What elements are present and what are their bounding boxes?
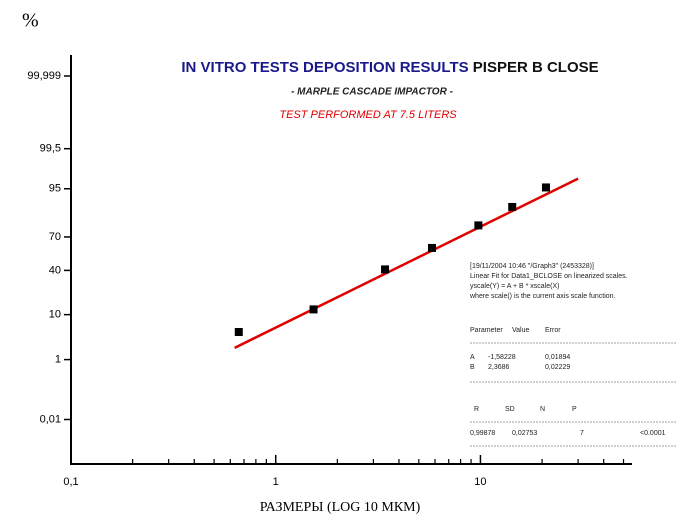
data-point bbox=[508, 202, 517, 211]
fit-cell: A bbox=[470, 354, 475, 361]
fit-box-rules bbox=[470, 342, 676, 447]
fit-header: Error bbox=[545, 327, 561, 334]
y-tick-label: 99,999 bbox=[27, 70, 61, 82]
x-tick-label: 10 bbox=[474, 476, 486, 488]
fit-cell: 7 bbox=[580, 430, 584, 437]
fit-cell: 0,02753 bbox=[512, 430, 537, 437]
fit-header: Parameter bbox=[470, 327, 503, 334]
fit-cell: 0,99878 bbox=[470, 430, 495, 437]
fit-cell: <0.0001 bbox=[640, 430, 666, 437]
subtitle: - MARPLE CASCADE IMPACTOR - bbox=[291, 87, 454, 98]
fit-cell: -1,58228 bbox=[488, 354, 516, 361]
fit-line bbox=[234, 177, 579, 349]
data-point bbox=[381, 265, 390, 274]
fit-annotation: yscale(Y) = A + B * xscale(X) bbox=[470, 283, 559, 290]
y-tick-label: 0,01 bbox=[40, 413, 61, 425]
data-point bbox=[428, 243, 437, 252]
y-tick-label: 40 bbox=[49, 264, 61, 276]
x-tick-label: 0,1 bbox=[63, 476, 78, 488]
fit-cell: B bbox=[470, 364, 475, 371]
fit-header: R bbox=[474, 406, 479, 413]
fit-cell: 0,02229 bbox=[545, 364, 570, 371]
y-unit-label: % bbox=[22, 10, 39, 32]
fit-annotation: [19/11/2004 10:46 "/Graph3" (2453328)] bbox=[470, 263, 594, 270]
x-axis-label: РАЗМЕРЫ (LOG 10 МКМ) bbox=[260, 500, 421, 515]
fit-cell: 2,3686 bbox=[488, 364, 510, 371]
data-point bbox=[234, 327, 243, 336]
fit-annotation: where scale() is the current axis scale … bbox=[469, 293, 616, 300]
data-point bbox=[541, 183, 550, 192]
x-tick-label: 1 bbox=[273, 476, 279, 488]
data-point bbox=[309, 305, 318, 314]
y-tick-label: 99,5 bbox=[40, 143, 61, 155]
fit-header: P bbox=[572, 406, 577, 413]
title-main: IN VITRO TESTS DEPOSITION RESULTS bbox=[181, 59, 468, 76]
data-point bbox=[474, 221, 483, 230]
fit-header: N bbox=[540, 406, 545, 413]
fit-cell: 0,01894 bbox=[545, 354, 570, 361]
fit-header: SD bbox=[505, 406, 515, 413]
fit-annotation: Linear Fit for Data1_BCLOSE on linearize… bbox=[470, 273, 628, 280]
y-tick-label: 10 bbox=[49, 309, 61, 321]
subtitle-red: TEST PERFORMED AT 7.5 LITERS bbox=[279, 109, 457, 121]
y-tick-label: 1 bbox=[55, 353, 61, 365]
chart-title: IN VITRO TESTS DEPOSITION RESULTS PISPER… bbox=[181, 59, 598, 76]
fit-header: Value bbox=[512, 327, 529, 334]
y-tick-label: 70 bbox=[49, 231, 61, 243]
y-tick-label: 95 bbox=[49, 183, 61, 195]
title-suffix: PISPER B CLOSE bbox=[473, 59, 599, 76]
